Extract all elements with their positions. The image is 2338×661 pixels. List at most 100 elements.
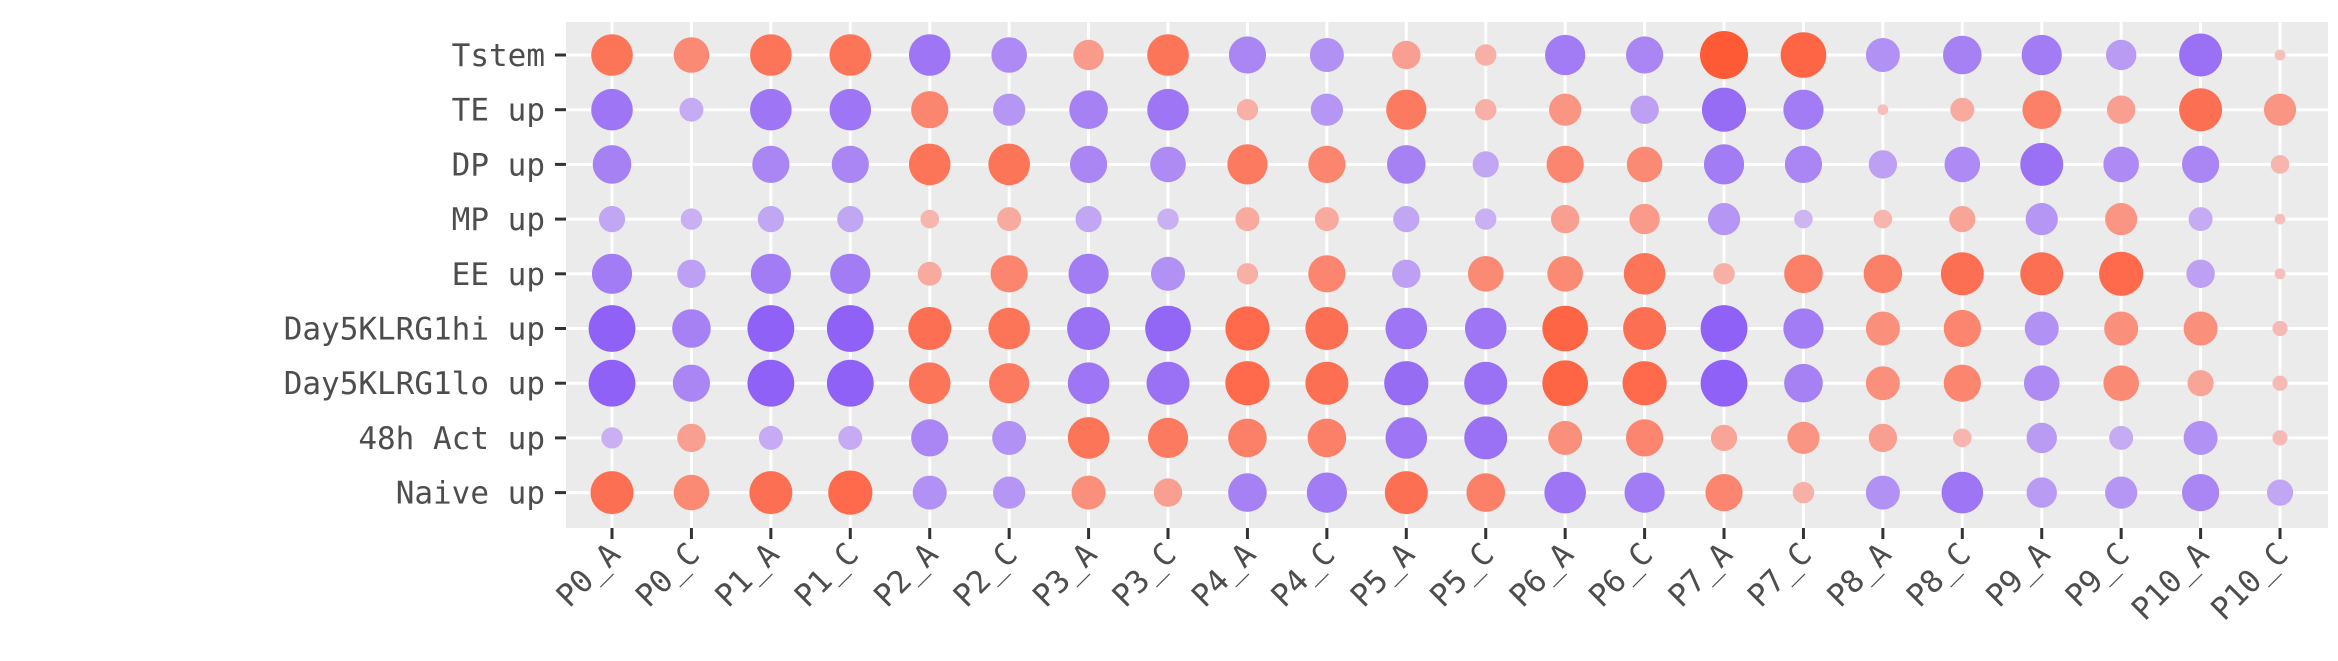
- bubble-point: [673, 474, 710, 511]
- bubble-point: [1547, 255, 1583, 292]
- bubble-point: [1953, 428, 1972, 448]
- bubble-point: [826, 305, 874, 352]
- bubble-point: [1784, 145, 1823, 183]
- bubble-point: [917, 261, 942, 286]
- x-tick-label: P0_A: [549, 536, 627, 614]
- x-tick-label: P8_A: [1820, 536, 1898, 614]
- x-tick-label: P5_A: [1344, 536, 1422, 614]
- bubble-point: [2274, 213, 2286, 225]
- bubble-point: [1308, 255, 1346, 293]
- y-tick-label: Day5KLRG1hi up: [284, 312, 545, 348]
- bubble-point: [2183, 311, 2218, 346]
- bubble-point: [1384, 471, 1428, 515]
- bubble-point: [2106, 95, 2136, 124]
- x-tick-label: P6_A: [1503, 536, 1581, 614]
- bubble-point: [997, 207, 1022, 232]
- bubble-point: [2105, 203, 2138, 236]
- bubble-point: [752, 145, 790, 183]
- bubble-point: [2021, 34, 2062, 76]
- bubble-point: [1464, 307, 1507, 350]
- bubble-point: [592, 145, 632, 184]
- bubble-point: [992, 420, 1027, 455]
- bubble-point: [911, 419, 949, 457]
- bubble-point: [2272, 375, 2288, 391]
- bubble-point: [1392, 40, 1421, 70]
- bubble-point: [1950, 97, 1975, 122]
- bubble-point: [591, 88, 633, 131]
- bubble-point: [828, 470, 873, 515]
- bubble-point: [1943, 35, 1982, 75]
- bubble-point: [1863, 254, 1903, 294]
- bubble-point: [837, 206, 864, 233]
- bubble-point: [838, 425, 863, 450]
- bubble-point: [1780, 32, 1827, 78]
- bubble-point: [1625, 419, 1664, 457]
- bubble-point: [2188, 207, 2213, 232]
- bubble-point: [1146, 361, 1190, 405]
- bubble-point: [1784, 254, 1823, 294]
- bubble-point: [1713, 263, 1735, 285]
- bubble-point: [1306, 472, 1347, 513]
- bubble-point: [672, 364, 711, 402]
- bubble-point: [1385, 307, 1428, 350]
- bubble-point: [1792, 481, 1815, 504]
- x-tick-label: P9_A: [1979, 536, 2057, 614]
- bubble-point: [829, 88, 872, 131]
- bubble-point: [1700, 359, 1748, 407]
- bubble-point: [758, 425, 783, 450]
- bubble-point: [2023, 365, 2060, 402]
- bubble-point: [1305, 307, 1349, 350]
- x-tick-label: P10_C: [2204, 536, 2295, 627]
- bubble-point: [2105, 476, 2138, 509]
- bubble-point: [1073, 39, 1104, 71]
- bubble-point: [1949, 206, 1976, 233]
- bubble-point: [912, 475, 947, 510]
- bubble-point: [2274, 268, 2286, 280]
- bubble-point: [1868, 150, 1898, 179]
- bubble-point: [2109, 425, 2134, 450]
- bubble-point: [2270, 155, 2290, 174]
- bubble-point: [1150, 146, 1186, 183]
- bubble-point: [2026, 422, 2057, 454]
- bubble-point: [1794, 209, 1813, 229]
- bubble-point: [1475, 99, 1497, 121]
- bubble-point: [2020, 252, 2064, 296]
- bubble-point: [1225, 361, 1270, 406]
- bubble-point: [1308, 145, 1346, 183]
- bubble-point: [2179, 33, 2223, 77]
- bubble-point: [908, 34, 951, 76]
- bubble-point: [1305, 361, 1349, 405]
- bubble-point: [591, 34, 633, 76]
- bubble-point: [1385, 417, 1428, 459]
- bubble-point: [1069, 90, 1108, 129]
- bubble-point: [2024, 311, 2059, 346]
- bubble-point: [1069, 145, 1108, 183]
- bubble-point: [750, 34, 792, 76]
- bubble-point: [1703, 144, 1745, 185]
- bubble-point: [1865, 311, 1900, 346]
- bubble-point: [1151, 256, 1186, 291]
- x-tick-label: P1_C: [788, 536, 866, 614]
- bubble-point: [1629, 203, 1660, 235]
- bubble-point: [757, 206, 784, 233]
- x-tick-label: P2_A: [867, 536, 945, 614]
- bubble-point: [598, 206, 626, 233]
- x-tick-label: P8_C: [1900, 536, 1978, 614]
- x-tick-label: P5_C: [1423, 536, 1501, 614]
- bubble-point: [2274, 49, 2286, 61]
- bubble-point: [993, 476, 1026, 509]
- bubble-point: [1157, 208, 1179, 230]
- bubble-point: [2104, 311, 2139, 346]
- bubble-point: [1943, 364, 1981, 402]
- y-tick-label: MP up: [452, 202, 545, 238]
- bubble-point: [1623, 307, 1667, 350]
- bubble-point: [1622, 361, 1667, 406]
- bubble-point: [1700, 305, 1748, 352]
- bubble-point: [991, 37, 1027, 73]
- bubble-point: [1147, 417, 1189, 458]
- bubble-point: [2025, 203, 2058, 236]
- bubble-point: [2186, 259, 2215, 288]
- bubble-point: [591, 253, 633, 294]
- bubble-point: [2103, 146, 2139, 183]
